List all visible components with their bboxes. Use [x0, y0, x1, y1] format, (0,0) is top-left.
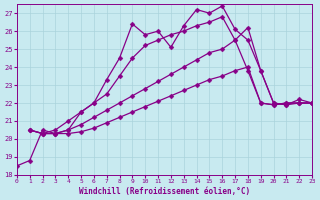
X-axis label: Windchill (Refroidissement éolien,°C): Windchill (Refroidissement éolien,°C) [79, 187, 250, 196]
